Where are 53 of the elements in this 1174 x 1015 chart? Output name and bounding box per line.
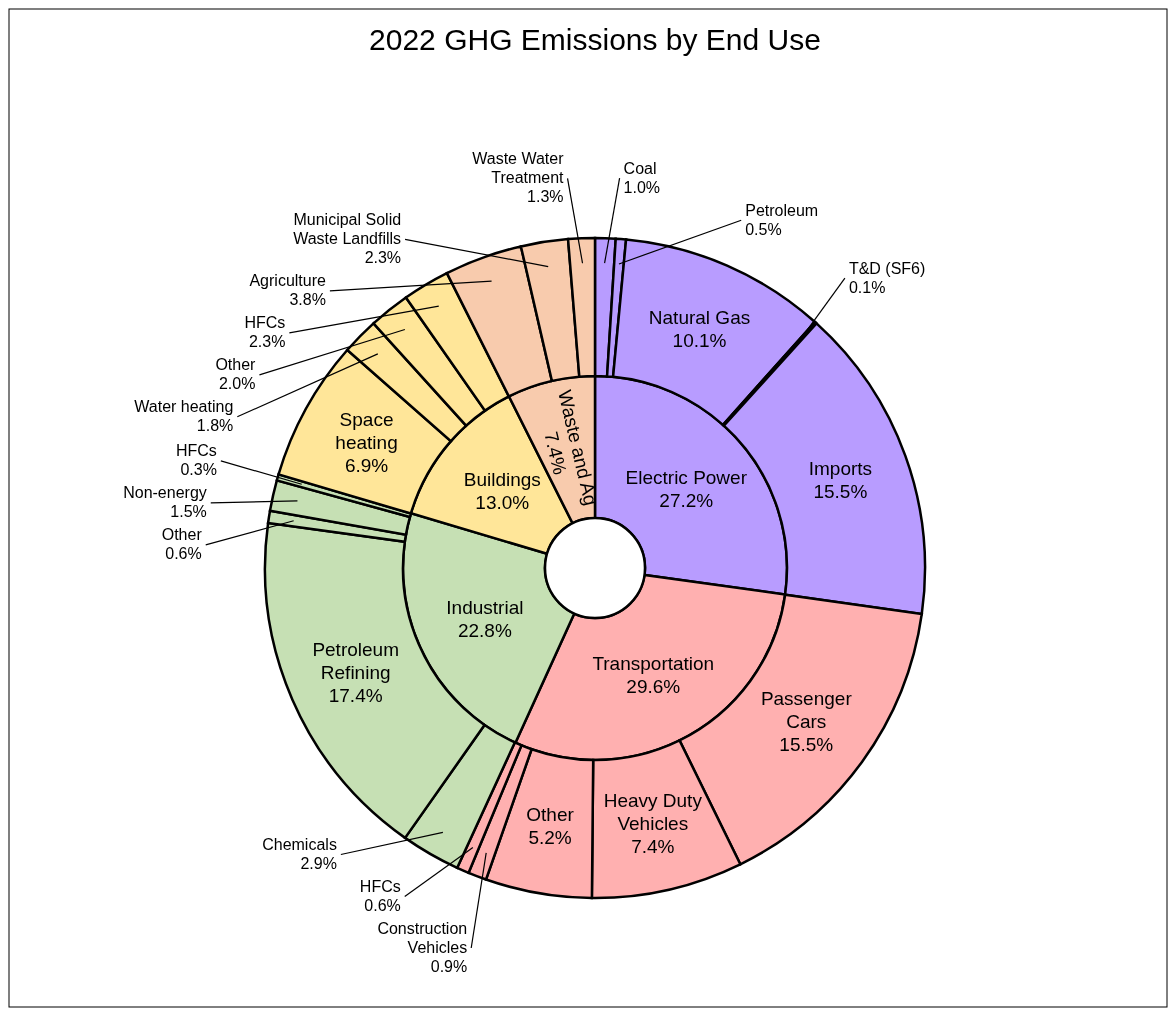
data-label: 2.9%	[300, 855, 337, 872]
slice-label: Transportation	[592, 652, 715, 674]
data-label: 1.0%	[623, 178, 661, 196]
slice-label: HFCs	[175, 442, 217, 460]
slice-label: Non-energy	[123, 484, 207, 502]
data-label: 27.2%	[659, 490, 714, 512]
slice-label: Other	[526, 803, 575, 825]
chart-title: 2022 GHG Emissions by End Use	[369, 23, 821, 56]
data-label: 10.1%	[672, 330, 727, 352]
data-label: 0.6%	[165, 545, 202, 563]
data-label: 2.3%	[364, 249, 402, 267]
data-label: 0.6%	[364, 897, 401, 914]
data-label: 1.8%	[196, 417, 234, 435]
slice-label: Construction Vehicles	[377, 920, 468, 956]
data-label: 17.4%	[328, 685, 383, 707]
slice-label: Water heating	[134, 398, 234, 416]
slice-label: Coal	[623, 159, 657, 177]
slice-label: Chemicals	[262, 836, 337, 853]
slice-label: T&D (SF6)	[848, 259, 926, 277]
slice-label: Space heating	[335, 408, 398, 453]
data-label: 13.0%	[475, 491, 530, 513]
data-label: 0.1%	[848, 278, 886, 296]
slice-label: Passenger Cars	[760, 688, 853, 733]
data-label: 1.5%	[170, 503, 207, 521]
data-label: 0.3%	[180, 461, 217, 479]
slice-label: Buildings	[463, 468, 541, 490]
slice-label: Petroleum Refining	[312, 639, 399, 684]
data-label: 0.9%	[430, 958, 468, 975]
data-label: 15.5%	[779, 734, 834, 756]
slice-label: Electric Power	[625, 467, 748, 489]
data-label: 0.5%	[745, 220, 782, 238]
slice-label: Petroleum	[745, 201, 819, 219]
slice-label: Other	[161, 526, 203, 544]
data-label: 2.0%	[218, 375, 256, 393]
slice-label: Municipal Solid Waste Landfills	[293, 211, 402, 248]
slice-label: Other	[215, 356, 257, 374]
slice-label: Agriculture	[249, 272, 326, 290]
slice-label: Waste Water Treatment	[472, 150, 565, 187]
data-label: 15.5%	[813, 480, 868, 502]
slice-label: Heavy Duty Vehicles	[603, 789, 703, 834]
data-label: 2.3%	[248, 333, 286, 351]
data-label: 1.3%	[527, 188, 564, 206]
slice-label: Imports	[808, 457, 873, 479]
data-label: 29.6%	[626, 675, 681, 697]
data-label: 7.4%	[631, 835, 675, 857]
data-label: 22.8%	[457, 619, 512, 641]
data-label: 5.2%	[528, 826, 572, 848]
slice-label: Industrial	[446, 596, 524, 618]
slice-label: HFCs	[244, 314, 286, 332]
slice-label: HFCs	[359, 878, 401, 895]
slice-label: Natural Gas	[648, 307, 751, 329]
data-label: 6.9%	[344, 454, 389, 476]
data-label: 3.8%	[289, 291, 326, 309]
